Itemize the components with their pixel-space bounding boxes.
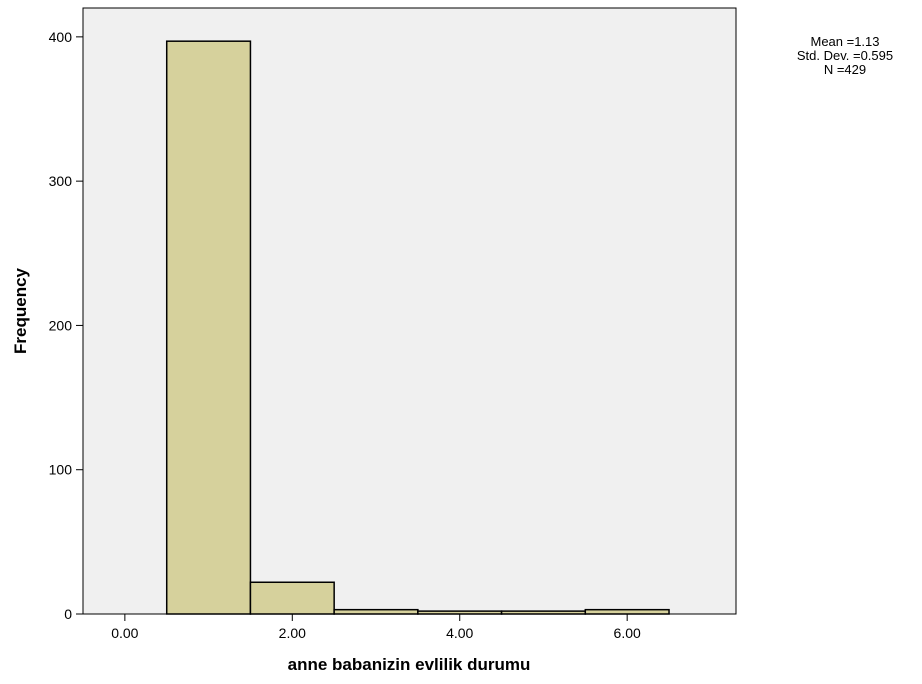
histogram-bar-2 [249, 581, 335, 615]
y-tick-label: 200 [49, 317, 73, 333]
y-tick-label: 300 [49, 173, 73, 189]
histogram-bar-6 [584, 608, 670, 615]
y-tick-label: 0 [64, 606, 72, 622]
stat-mean: Mean =1.13 [810, 34, 880, 49]
summary-stats: Mean =1.13 Std. Dev. =0.595 N =429 [770, 35, 920, 77]
stat-std-dev: Std. Dev. =0.595 [796, 48, 894, 63]
y-axis-label: Frequency [11, 267, 30, 354]
histogram-bar-5 [500, 610, 587, 615]
x-tick-label: 0.00 [111, 625, 138, 641]
histogram-bar-1 [165, 40, 252, 615]
x-tick-label: 6.00 [614, 625, 641, 641]
x-tick-label: 4.00 [446, 625, 473, 641]
y-axis: 0 100 200 300 400 [49, 29, 83, 622]
bars-group [165, 40, 670, 615]
x-axis-label: anne babanizin evlilik durumu [288, 655, 531, 674]
y-tick-label: 100 [49, 462, 73, 478]
y-tick-label: 400 [49, 29, 73, 45]
histogram-bar-3 [333, 608, 419, 615]
x-axis: 0.00 2.00 4.00 6.00 [111, 614, 641, 641]
x-tick-label: 2.00 [279, 625, 306, 641]
stat-n: N =429 [823, 62, 867, 77]
histogram-bar-4 [417, 610, 503, 615]
